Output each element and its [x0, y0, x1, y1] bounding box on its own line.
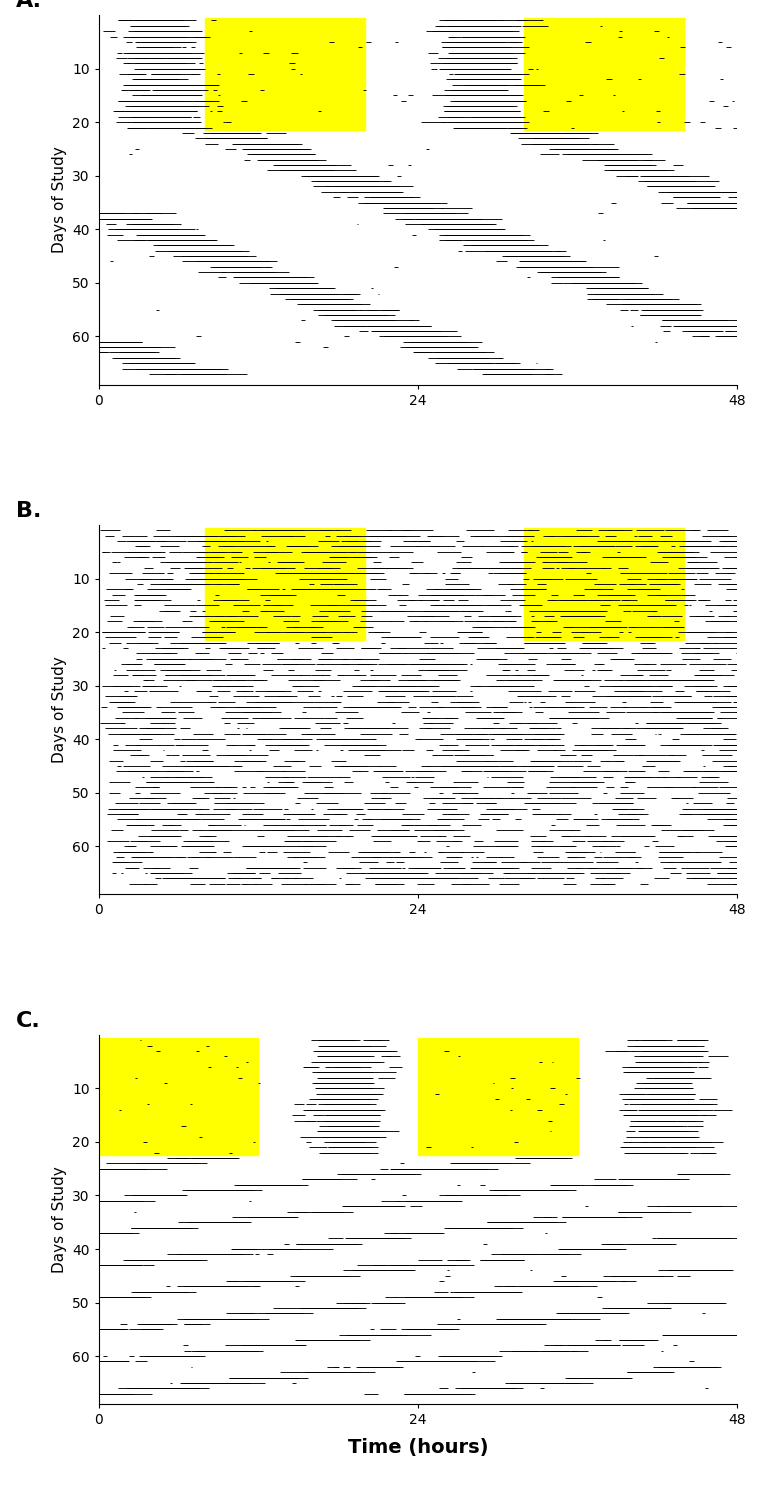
- Y-axis label: Days of Study: Days of Study: [52, 146, 67, 254]
- Text: B.: B.: [16, 501, 41, 521]
- Y-axis label: Days of Study: Days of Study: [52, 657, 67, 763]
- Text: C.: C.: [16, 1012, 40, 1031]
- Y-axis label: Days of Study: Days of Study: [52, 1166, 67, 1273]
- X-axis label: Time (hours): Time (hours): [348, 1439, 488, 1457]
- Text: A.: A.: [16, 0, 42, 12]
